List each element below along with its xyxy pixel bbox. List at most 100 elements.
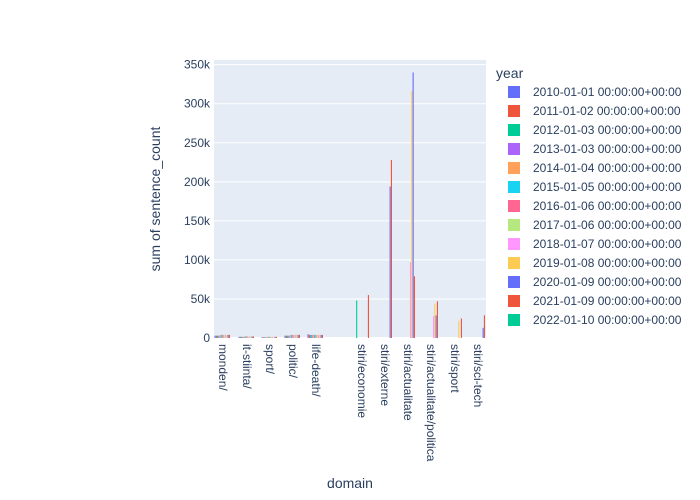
- legend-label[interactable]: 2019-01-08 00:00:00+00:00: [533, 256, 682, 270]
- legend-swatch[interactable]: [508, 257, 520, 269]
- bar: [297, 334, 299, 338]
- bar: [307, 334, 309, 338]
- y-tick-label: 300k: [184, 97, 211, 111]
- bar: [312, 334, 314, 338]
- bar: [291, 334, 293, 338]
- legend-label[interactable]: 2022-01-10 00:00:00+00:00: [533, 313, 682, 327]
- x-tick-label: stiri/economie: [355, 344, 369, 418]
- bar: [293, 334, 295, 338]
- bar: [310, 334, 312, 338]
- bar: [248, 336, 251, 338]
- bar: [261, 337, 263, 338]
- bar: [271, 336, 274, 338]
- legend-label[interactable]: 2017-01-06 00:00:00+00:00: [533, 218, 682, 232]
- bar: [242, 336, 244, 338]
- bar: [412, 72, 414, 339]
- bar: [250, 336, 252, 338]
- bar: [270, 336, 272, 338]
- y-tick-label: 200k: [184, 175, 211, 189]
- bar: [245, 336, 247, 338]
- legend-label[interactable]: 2018-01-07 00:00:00+00:00: [533, 237, 682, 251]
- legend-label[interactable]: 2013-01-03 00:00:00+00:00: [533, 142, 682, 156]
- bar: [356, 300, 358, 338]
- plot-background: [214, 60, 486, 338]
- bar: [390, 159, 392, 338]
- bar: [436, 301, 438, 338]
- legend-swatch[interactable]: [508, 295, 520, 307]
- grid-lines: [214, 64, 486, 339]
- bar: [435, 315, 437, 338]
- bar: [218, 335, 220, 338]
- bar: [268, 336, 270, 338]
- bar: [274, 336, 276, 338]
- bar: [320, 334, 322, 338]
- legend-label[interactable]: 2015-01-05 00:00:00+00:00: [533, 180, 682, 194]
- bar: [311, 334, 313, 338]
- legend-swatch[interactable]: [508, 238, 520, 250]
- bar: [247, 336, 249, 338]
- y-tick-label: 100k: [184, 253, 211, 267]
- bar: [296, 334, 298, 338]
- bar: [298, 334, 300, 338]
- bar: [222, 334, 224, 338]
- bar: [269, 336, 271, 338]
- x-tick-label: politic/: [286, 344, 300, 379]
- x-tick-label: it-stiinta/: [240, 344, 254, 389]
- y-tick-label: 350k: [184, 58, 211, 72]
- bar: [252, 336, 254, 338]
- bar: [460, 318, 462, 338]
- bar: [434, 303, 436, 338]
- bar: [215, 335, 217, 338]
- bars: [214, 72, 485, 339]
- legend-label[interactable]: 2010-01-01 00:00:00+00:00: [533, 85, 682, 99]
- bar: [316, 334, 318, 338]
- bar: [214, 335, 216, 338]
- legend-label[interactable]: 2011-01-02 00:00:00+00:00: [533, 104, 681, 118]
- bar: [289, 334, 291, 338]
- legend-swatch[interactable]: [508, 219, 520, 231]
- legend-label[interactable]: 2012-01-03 00:00:00+00:00: [533, 123, 682, 137]
- bar: [266, 336, 268, 338]
- bar: [409, 262, 412, 338]
- bar: [226, 334, 228, 338]
- legend-label[interactable]: 2020-01-09 00:00:00+00:00: [533, 275, 682, 289]
- bar: [411, 91, 413, 339]
- bar: [228, 334, 230, 338]
- legend-swatch[interactable]: [508, 181, 520, 193]
- bar: [265, 337, 267, 338]
- bar: [413, 276, 415, 338]
- bar: [314, 334, 316, 338]
- legend-swatch[interactable]: [508, 276, 520, 288]
- bar: [217, 335, 219, 338]
- legend-label[interactable]: 2016-01-06 00:00:00+00:00: [533, 199, 682, 213]
- legend-swatch[interactable]: [508, 86, 520, 98]
- bar: [238, 336, 240, 338]
- bar: [389, 186, 391, 338]
- bar: [251, 336, 253, 338]
- bar: [294, 334, 297, 338]
- legend-swatch[interactable]: [508, 143, 520, 155]
- y-axis-ticks: 0 50k 100k 150k 200k 250k 300k 350k: [184, 58, 211, 345]
- bar: [273, 336, 275, 338]
- legend-swatch[interactable]: [508, 162, 520, 174]
- legend-swatch[interactable]: [508, 105, 520, 117]
- bar: [319, 334, 321, 338]
- x-tick-label: stiri/sci-tech: [471, 344, 485, 407]
- legend-label[interactable]: 2021-01-09 00:00:00+00:00: [533, 294, 682, 308]
- bar: [243, 336, 245, 338]
- bar: [227, 334, 229, 338]
- x-tick-label: stiri/actualitate: [401, 344, 415, 421]
- legend-swatch[interactable]: [508, 200, 520, 212]
- bar: [246, 336, 248, 338]
- legend-swatch[interactable]: [508, 314, 520, 326]
- x-tick-label: stiri/externe: [378, 344, 392, 406]
- legend-swatch[interactable]: [508, 124, 520, 136]
- legend-label[interactable]: 2014-01-04 00:00:00+00:00: [533, 161, 682, 175]
- bar: [275, 336, 277, 338]
- bar: [482, 327, 484, 338]
- bar: [223, 334, 225, 338]
- bar: [288, 335, 290, 338]
- x-tick-label: monden/: [216, 344, 230, 391]
- bar: [458, 320, 460, 338]
- y-tick-label: 50k: [191, 292, 211, 306]
